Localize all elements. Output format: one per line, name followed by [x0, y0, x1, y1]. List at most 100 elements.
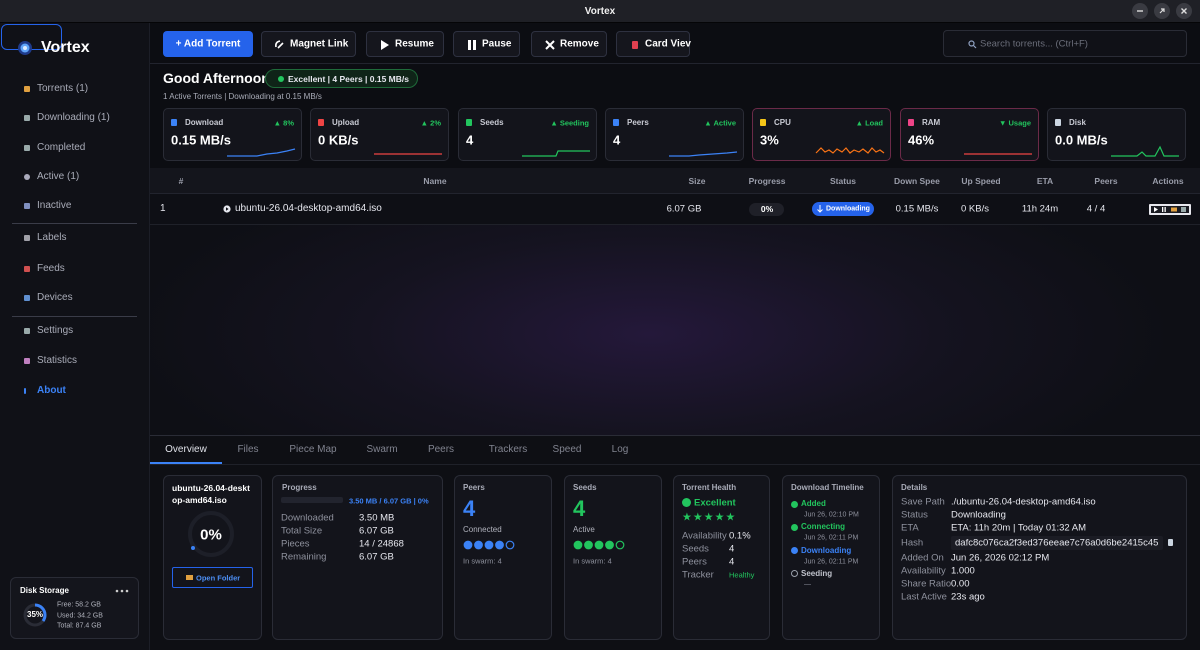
storage-percent: 35%	[26, 610, 44, 619]
nav-icon	[24, 145, 30, 151]
progress-value: 6.07 GB	[359, 551, 394, 563]
row-actions[interactable]	[1149, 204, 1191, 215]
progress-pill	[749, 203, 784, 216]
stat-icon	[908, 119, 914, 126]
nav-item[interactable]: Feeds	[37, 263, 65, 274]
tab[interactable]: Files	[237, 444, 259, 455]
toolbar-button[interactable]: Magnet Link	[261, 31, 356, 57]
column-header[interactable]: Progress	[748, 175, 786, 186]
column-header[interactable]: Peers	[1094, 175, 1118, 186]
cell-name: ubuntu-26.04-desktop-amd64.iso	[235, 203, 382, 214]
detail-label: Status	[901, 509, 928, 521]
cell-status: Downloading	[826, 205, 870, 213]
stat-value: 4	[613, 132, 621, 148]
search-icon	[968, 40, 977, 49]
progress-value: 6.07 GB	[359, 525, 394, 537]
sparkline	[1111, 145, 1179, 157]
health-value: Healthy	[729, 570, 755, 580]
panel-title: Progress	[282, 483, 317, 492]
nav-separator	[12, 316, 137, 317]
copy-hash-icon[interactable]	[1168, 539, 1173, 546]
detail-value: 0.00	[951, 578, 970, 590]
detail-label: Added On	[901, 552, 944, 564]
stat-label: Peers	[627, 118, 649, 127]
main-area	[150, 194, 1200, 435]
nav-item[interactable]: About	[37, 385, 66, 396]
nav-item[interactable]: Inactive	[37, 200, 72, 211]
nav-item[interactable]: Completed	[37, 142, 86, 153]
toolbar-button[interactable]: Remove	[531, 31, 607, 57]
storage-menu[interactable]	[115, 589, 130, 593]
column-header[interactable]: Down Speed	[894, 176, 940, 186]
tab[interactable]: Swarm	[366, 444, 398, 455]
folder-icon	[186, 575, 193, 580]
window-button[interactable]	[1176, 3, 1192, 19]
stat-trend: ▼ Usage	[998, 118, 1031, 128]
status-icon	[817, 205, 823, 213]
toolbar-button[interactable]: + Add Torrent	[163, 31, 253, 57]
status-text: Excellent | 4 Peers | 0.15 MB/s	[288, 73, 409, 84]
nav-icon	[24, 266, 30, 272]
stat-card	[900, 108, 1039, 161]
tab[interactable]: Speed	[552, 444, 582, 455]
button-label: Remove	[560, 38, 599, 50]
search-box[interactable]: Search torrents... (Ctrl+F)	[943, 30, 1187, 57]
column-header[interactable]: Status	[830, 175, 856, 186]
header-subtitle: 1 Active Torrents | Downloading at 0.15 …	[163, 92, 322, 101]
health-value: 4	[729, 556, 735, 568]
button-label: + Add Torrent	[175, 38, 241, 50]
column-header[interactable]: ETA	[1036, 175, 1054, 186]
toolbar-button[interactable]: Pause	[453, 31, 520, 57]
nav-item[interactable]: Settings	[37, 325, 74, 336]
table-row[interactable]	[150, 194, 1200, 225]
peers-swarm: In swarm: 4	[463, 556, 502, 566]
nav-item[interactable]: Downloading (1)	[37, 112, 110, 123]
window-button[interactable]	[1132, 3, 1148, 19]
nav-icon	[24, 388, 26, 394]
health-value: 4	[729, 543, 735, 555]
column-header[interactable]: Up Speed	[961, 175, 1001, 186]
stat-card	[458, 108, 597, 161]
cell-down-speed: 0.15 MB/s	[895, 203, 939, 215]
window-button[interactable]	[1154, 3, 1170, 19]
panel-title: Download Timeline	[791, 483, 864, 492]
status-pill	[812, 202, 874, 216]
progress-label: Downloaded	[281, 512, 334, 524]
progress-ring	[188, 511, 234, 557]
stat-icon	[466, 119, 472, 126]
button-label: Open Folder	[196, 573, 241, 582]
storage-title: Disk Storage	[20, 586, 69, 595]
toolbar-button[interactable]: Resume	[366, 31, 444, 57]
button-label: Magnet Link	[290, 38, 349, 50]
button-icon	[632, 41, 638, 49]
nav-item[interactable]: Statistics	[37, 355, 78, 366]
column-header[interactable]: Name	[423, 175, 447, 186]
nav-item[interactable]: Labels	[37, 232, 67, 243]
brand-logo	[18, 41, 32, 55]
toolbar-button[interactable]: Card Viev	[616, 31, 691, 57]
panel-title: Details	[901, 483, 928, 492]
sidebar	[0, 23, 150, 650]
storage-used: Used: 34.2 GB	[57, 612, 103, 619]
column-header[interactable]: #	[178, 175, 184, 186]
tab[interactable]: Overview	[165, 444, 207, 455]
tab[interactable]: Log	[611, 444, 629, 455]
button-icon	[275, 40, 284, 49]
column-header[interactable]: Size	[688, 175, 706, 186]
nav-item[interactable]: Devices	[37, 292, 73, 303]
tab[interactable]: Piece Map	[289, 444, 337, 455]
cell-size: 6.07 GB	[666, 203, 702, 215]
peers-count: 4	[463, 496, 476, 521]
tab[interactable]: Peers	[427, 444, 455, 455]
detail-value: Downloading	[951, 509, 1006, 521]
health-value: 0.1%	[729, 530, 751, 542]
column-header[interactable]: Actions	[1152, 175, 1184, 186]
nav-item[interactable]: Active (1)	[37, 171, 80, 182]
table-header	[150, 168, 1200, 194]
cell-progress: 0%	[760, 203, 774, 214]
nav-item[interactable]: Torrents (1)	[37, 83, 89, 94]
detail-value: 1.000	[951, 565, 975, 577]
tab[interactable]: Trackers	[488, 444, 528, 455]
timeline-dot	[791, 547, 798, 555]
open-folder-button[interactable]: Open Folder	[172, 567, 253, 588]
